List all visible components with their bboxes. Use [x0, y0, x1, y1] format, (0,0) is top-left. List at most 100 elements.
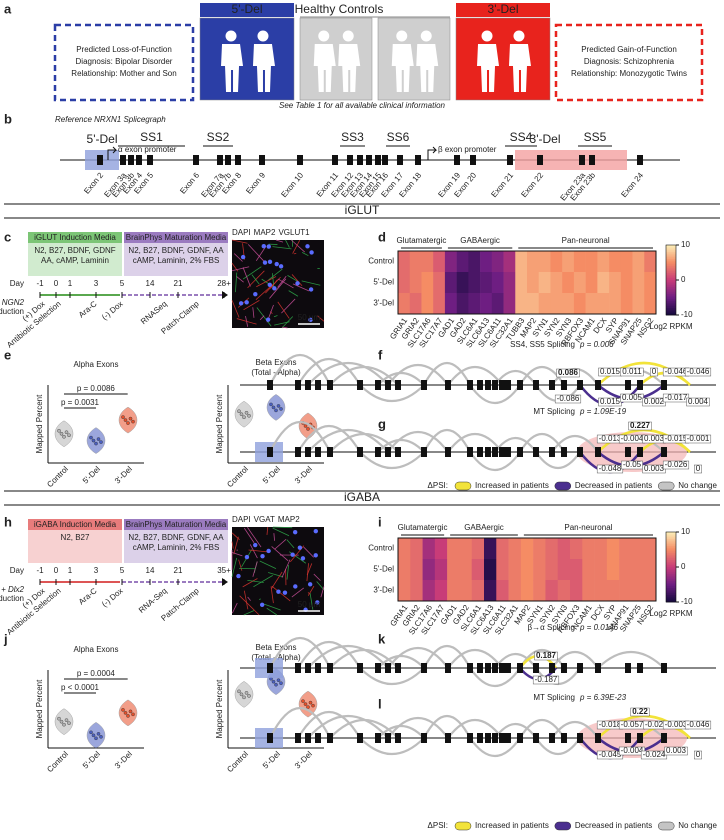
group-label: GABAergic [460, 236, 500, 245]
delta-box [650, 367, 658, 377]
delta-psi: -0.046 [687, 720, 710, 729]
neurite [231, 266, 250, 272]
junction-arc [551, 435, 599, 453]
heat-cell [422, 538, 436, 560]
heat-cell [644, 251, 657, 273]
event-label: RNASeq [139, 299, 169, 326]
neurite [233, 253, 243, 262]
heat-cell [447, 559, 460, 581]
heat-cell [496, 559, 509, 581]
heat-cell [444, 272, 457, 294]
exon [395, 447, 401, 457]
exon [637, 733, 643, 743]
junction-arc [551, 651, 599, 669]
colorbar-cell [666, 290, 676, 293]
x-tick-label: 3'-Del [293, 749, 314, 770]
exon [561, 663, 567, 673]
exon [327, 663, 333, 673]
neurite [286, 564, 289, 580]
junction-arc [519, 433, 565, 453]
nucleus [259, 602, 265, 608]
neurite [243, 610, 255, 616]
point [131, 419, 135, 424]
heat-cell [409, 293, 422, 315]
heat-cell [410, 559, 423, 581]
legend-label: Increased in patients [475, 821, 549, 830]
exon [375, 380, 381, 390]
day-tick: 5 [120, 566, 125, 575]
media-header [28, 519, 122, 530]
junction-arc [377, 654, 425, 669]
colorbar-cell [666, 575, 676, 578]
colorbar-cell [666, 306, 676, 309]
exon [217, 155, 223, 165]
exon [537, 155, 543, 165]
delta-psi: -0.004 [621, 434, 644, 443]
exon [589, 155, 595, 165]
stain-label: MAP2 [278, 515, 300, 524]
point [121, 708, 125, 712]
heat-cell [619, 538, 632, 560]
exon [485, 663, 491, 673]
exon [661, 663, 667, 673]
point [237, 409, 241, 414]
day-tick: 0 [54, 566, 59, 575]
legend-label: Decreased in patients [575, 821, 652, 830]
event-label: RNA-Seq [137, 586, 169, 615]
junction-arc [377, 438, 425, 453]
violin [234, 681, 254, 708]
colorbar-cell [666, 558, 676, 561]
exon [120, 155, 126, 165]
heat-cell [496, 538, 509, 560]
group-box [377, 17, 451, 101]
neurite [252, 307, 255, 318]
exon [467, 733, 473, 743]
exon [421, 447, 427, 457]
delta-box [694, 464, 702, 474]
heat-cell [468, 251, 481, 273]
colorbar-cell [666, 581, 676, 584]
legend-label: Decreased in patients [575, 481, 652, 490]
colorbar-cell [666, 304, 676, 307]
point [247, 413, 251, 418]
x-tick-label: Control [45, 464, 70, 489]
neurite [243, 590, 249, 610]
exon-label: Exon 10 [279, 170, 305, 199]
colorbar-cell [666, 274, 676, 277]
violin [266, 394, 286, 421]
exon [375, 663, 381, 673]
junction-arc [519, 719, 565, 739]
neurite [285, 239, 290, 248]
colorbar-cell [666, 311, 676, 314]
exon-label: Exon 24 [619, 170, 645, 199]
transduction: Transduction [0, 307, 24, 316]
y-label: Mapped Percent [35, 394, 44, 453]
day-tick: 28+ [217, 279, 231, 288]
heat-cell [520, 559, 534, 581]
exon [193, 155, 199, 165]
heat-cell [594, 580, 608, 602]
neurite [270, 586, 274, 604]
heat-cell [433, 293, 446, 315]
heat-cell [527, 272, 540, 294]
group-label: Glutamatergic [398, 523, 448, 532]
heat-cell [434, 580, 448, 602]
colorbar-cell [666, 577, 676, 580]
p-value: p < 0.0001 [61, 683, 100, 692]
heat-cell [573, 293, 586, 315]
panel-label: g [378, 416, 386, 431]
neurite [233, 536, 239, 555]
exon [549, 447, 555, 457]
row-label: 5'-Del [373, 278, 394, 287]
heat-cell [550, 272, 563, 294]
junction-arc [387, 430, 449, 453]
colorbar-cell [666, 302, 676, 305]
media-text: N2, B27, BDNF, GDNF [34, 246, 115, 255]
exon [315, 380, 321, 390]
ss-label: SS4 [510, 130, 533, 144]
colorbar-label: 10 [681, 240, 690, 249]
x-tick-label: 3'-Del [113, 749, 134, 770]
heat-cell [597, 251, 610, 273]
heat-cell [609, 251, 622, 273]
heat-cell [533, 580, 546, 602]
